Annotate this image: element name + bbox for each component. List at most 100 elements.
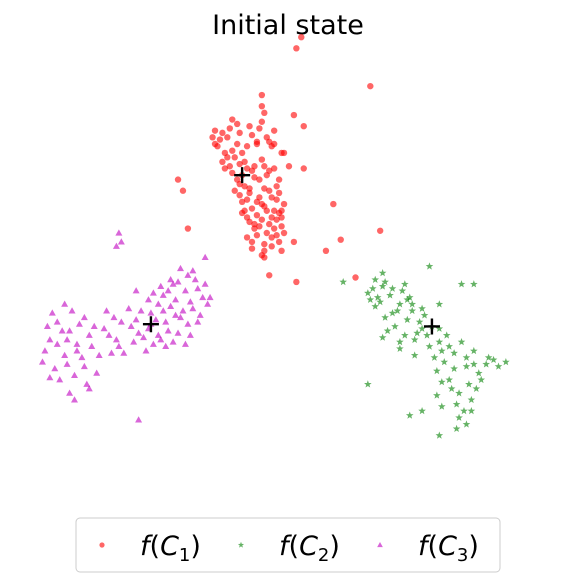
data-point — [80, 362, 88, 370]
data-point — [243, 196, 251, 203]
data-point — [243, 165, 251, 172]
data-point — [445, 375, 453, 384]
data-point — [140, 333, 148, 341]
data-point — [238, 198, 246, 206]
data-point — [236, 160, 243, 168]
data-point — [219, 129, 226, 137]
data-point — [268, 243, 275, 250]
data-point — [405, 293, 414, 301]
data-point — [273, 216, 280, 223]
data-point — [172, 311, 180, 318]
data-point — [273, 183, 280, 190]
data-point — [169, 338, 177, 345]
data-point — [162, 342, 170, 350]
data-point — [243, 234, 251, 241]
data-point — [144, 296, 152, 303]
data-point — [112, 242, 120, 249]
data-point — [275, 238, 283, 246]
data-point — [263, 229, 270, 237]
data-point — [278, 247, 285, 254]
data-point — [71, 396, 79, 403]
data-point — [142, 347, 150, 354]
data-point — [258, 216, 266, 223]
data-point — [403, 315, 412, 324]
data-point — [61, 300, 69, 307]
data-point — [391, 322, 399, 330]
data-point — [270, 127, 278, 134]
data-point — [253, 140, 261, 148]
data-point — [117, 318, 125, 325]
data-point — [462, 353, 471, 361]
data-point — [371, 302, 380, 310]
data-point — [450, 349, 458, 357]
data-point — [186, 298, 194, 305]
data-point — [61, 351, 69, 358]
data-point — [337, 236, 344, 243]
data-point — [224, 134, 231, 141]
data-point — [258, 156, 266, 163]
data-point — [83, 380, 91, 387]
data-point — [396, 344, 404, 352]
data-point — [293, 45, 300, 52]
data-point — [388, 309, 397, 317]
data-point — [457, 280, 466, 288]
data-point — [43, 322, 51, 330]
data-point — [280, 149, 288, 157]
data-point — [270, 165, 278, 172]
data-point — [184, 320, 192, 327]
data-point — [410, 351, 419, 359]
legend-label-1: f(C1) — [140, 531, 201, 566]
data-point — [266, 138, 273, 145]
data-point — [184, 271, 192, 278]
data-point — [194, 284, 202, 292]
data-point — [396, 338, 404, 346]
data-point — [253, 212, 261, 219]
data-point — [268, 214, 275, 221]
data-point — [455, 413, 463, 421]
data-point — [447, 384, 456, 392]
data-point — [115, 229, 123, 236]
data-point — [418, 407, 426, 415]
data-point — [393, 306, 402, 315]
data-point — [278, 223, 285, 230]
data-point — [430, 353, 439, 361]
data-point — [147, 309, 155, 316]
data-point — [465, 380, 473, 388]
centroid-marker-2 — [423, 318, 440, 335]
data-point — [66, 389, 74, 396]
data-point — [93, 369, 101, 376]
data-point — [368, 284, 377, 292]
data-point — [386, 291, 394, 299]
data-point — [246, 185, 253, 192]
data-point — [484, 353, 493, 361]
data-point — [53, 318, 61, 325]
data-point — [181, 287, 189, 294]
data-point — [445, 342, 453, 350]
data-point — [425, 262, 434, 270]
data-point — [236, 129, 243, 137]
data-point — [401, 331, 409, 339]
data-point — [396, 300, 404, 308]
data-point — [388, 284, 397, 292]
series-2-points — [339, 262, 510, 439]
data-point — [352, 274, 359, 281]
data-point — [278, 207, 285, 214]
data-point — [248, 167, 256, 174]
centroid-marker-3 — [142, 316, 159, 333]
data-point — [56, 376, 64, 383]
centroid-layer — [142, 167, 440, 335]
data-point — [157, 336, 165, 343]
legend-label-3: f(C3) — [418, 531, 479, 566]
data-point — [103, 307, 111, 314]
data-point — [66, 327, 74, 334]
data-point — [63, 336, 71, 343]
data-point — [234, 140, 241, 148]
data-point — [420, 311, 429, 319]
chart-title: Initial state — [212, 10, 364, 41]
data-point — [189, 304, 197, 312]
data-point — [261, 109, 268, 117]
data-point — [435, 300, 444, 308]
data-point — [248, 238, 256, 246]
data-point — [273, 196, 280, 203]
